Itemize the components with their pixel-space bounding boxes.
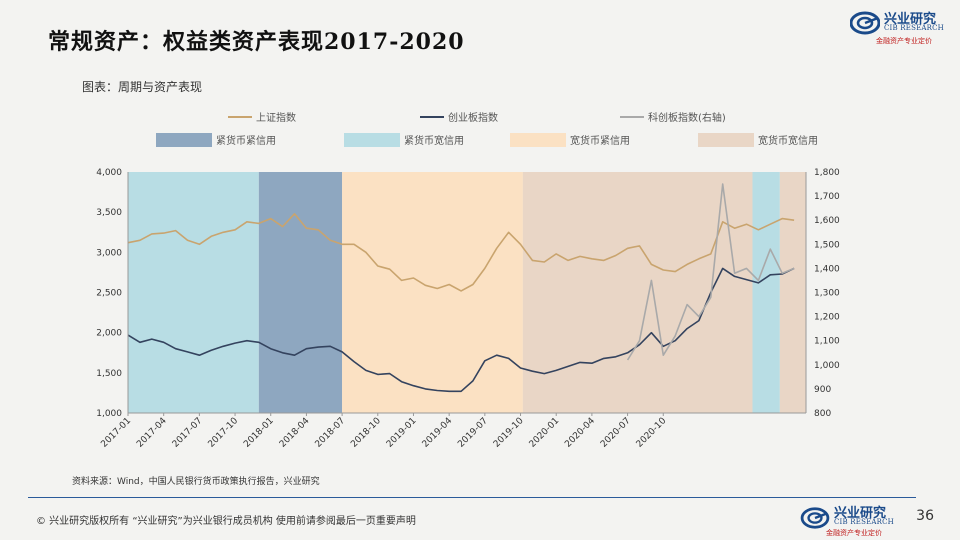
x-tick-label: 2019-04 (421, 416, 455, 450)
y-tick-label-left: 4,000 (96, 168, 122, 178)
cib-swirl-icon (800, 507, 830, 529)
regime-band (128, 172, 259, 413)
legend-item-loose-loose: 宽货币宽信用 (698, 132, 818, 147)
legend-swatch-star (620, 115, 644, 118)
x-tick-label: 2018-07 (314, 416, 348, 450)
footer-logo: 兴业研究 CIB RESEARCH 金融资产专业定价 (800, 502, 896, 538)
x-tick-label: 2017-07 (171, 416, 205, 450)
series-lines (127, 183, 795, 393)
y-tick-label-right: 1,000 (814, 361, 840, 371)
regime-band (522, 172, 753, 413)
y-tick-label-right: 1,600 (814, 216, 840, 226)
footer-logo-tag: 金融资产专业定价 (826, 529, 882, 537)
y-tick-label-right: 1,300 (814, 289, 840, 299)
y-tick-label-left: 1,500 (96, 369, 122, 379)
x-tick-label: 2017-10 (207, 416, 241, 450)
x-tick-label: 2018-01 (242, 416, 276, 450)
x-tick-label: 2018-10 (349, 416, 383, 450)
y-tick-label-right: 1,100 (814, 337, 840, 347)
footer-divider (28, 497, 916, 498)
x-tick-label: 2019-01 (385, 416, 419, 450)
series-line (127, 213, 795, 292)
series-line (626, 183, 795, 361)
y-tick-label-right: 1,200 (814, 313, 840, 323)
x-tick-label: 2020-07 (599, 416, 633, 450)
legend-swatch-loose-loose (698, 132, 754, 147)
logo-tag: 金融资产专业定价 (876, 37, 932, 45)
legend-label: 创业板指数 (448, 113, 498, 124)
logo-en: CIB RESEARCH (884, 24, 944, 32)
legend-label: 紧货币紧信用 (216, 136, 276, 147)
legend-swatch-chinext (420, 115, 444, 118)
legend-item-tight-loose: 紧货币宽信用 (344, 132, 464, 147)
cib-swirl-icon (850, 11, 880, 35)
y-tick-label-right: 1,400 (814, 264, 840, 274)
legend-swatch-sse (228, 115, 252, 118)
source-note: 资料来源：Wind，中国人民银行货币政策执行报告，兴业研究 (72, 477, 320, 487)
footer-logo-en: CIB RESEARCH (834, 518, 894, 526)
legend-item-loose-tight: 宽货币紧信用 (510, 132, 630, 147)
y-tick-label-left: 2,500 (96, 289, 122, 299)
x-tick-label: 2019-07 (456, 416, 490, 450)
legend-item-tight-tight: 紧货币紧信用 (156, 132, 276, 147)
brand-logo: 兴业研究 CIB RESEARCH 金融资产专业定价 (850, 6, 946, 46)
y-tick-label-left: 3,000 (96, 248, 122, 258)
footer-logo-cn: 兴业研究 (834, 506, 887, 521)
legend-swatch-tight-tight (156, 132, 212, 147)
logo-cn: 兴业研究 (884, 12, 937, 27)
x-tick-label: 2020-10 (635, 416, 669, 450)
legend-item-chinext: 创业板指数 (420, 109, 498, 124)
regime-band (752, 172, 780, 413)
x-tick-label: 2020-04 (563, 416, 597, 450)
y-tick-label-left: 3,500 (96, 208, 122, 218)
y-tick-label-right: 1,800 (814, 168, 840, 178)
page-number: 36 (916, 508, 934, 524)
legend-swatch-tight-loose (344, 132, 400, 147)
x-tick-label: 2017-04 (135, 416, 169, 450)
regime-band (342, 172, 523, 413)
page-title: 常规资产：权益类资产表现2017-2020 (48, 29, 465, 55)
series-line (127, 267, 795, 393)
y-tick-label-left: 2,000 (96, 329, 122, 339)
x-tick-label: 2019-10 (492, 416, 526, 450)
y-tick-label-right: 900 (814, 385, 831, 395)
legend-label: 上证指数 (256, 113, 296, 124)
legend-item-star: 科创板指数(右轴) (620, 109, 726, 124)
x-tick-label: 2018-04 (278, 416, 312, 450)
legend-label: 科创板指数(右轴) (648, 113, 726, 124)
x-tick-label: 2020-01 (528, 416, 562, 450)
legend-swatch-loose-tight (510, 132, 566, 147)
legend-label: 宽货币紧信用 (570, 136, 630, 147)
y-tick-label-right: 800 (814, 409, 831, 419)
legend-item-sse: 上证指数 (228, 109, 296, 124)
regime-bands (128, 172, 806, 413)
regime-band (258, 172, 343, 413)
legend-label: 宽货币宽信用 (758, 136, 818, 147)
footer-copyright: © 兴业研究版权所有 “兴业研究”为兴业银行成员机构 使用前请参阅最后一页重要声… (36, 516, 416, 527)
y-tick-label-right: 1,500 (814, 240, 840, 250)
regime-band (779, 172, 806, 413)
x-tick-label: 2017-01 (99, 416, 133, 450)
y-tick-label-right: 1,700 (814, 192, 840, 202)
y-tick-label-left: 1,000 (96, 409, 122, 419)
legend-label: 紧货币宽信用 (404, 136, 464, 147)
figure-caption: 图表：周期与资产表现 (82, 80, 203, 94)
